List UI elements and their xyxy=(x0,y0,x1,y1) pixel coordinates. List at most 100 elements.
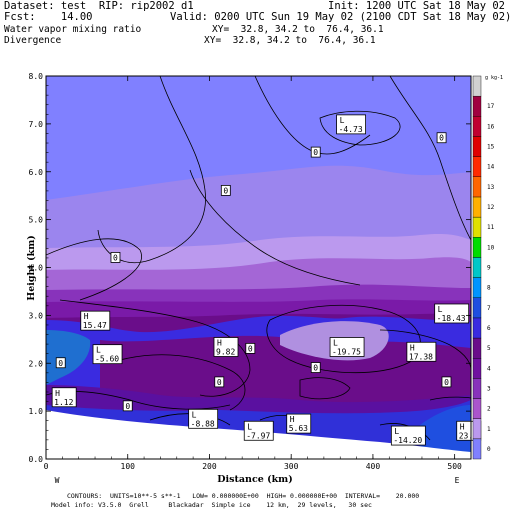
y-tick-label: 3.0 xyxy=(29,311,44,320)
contour-label-box xyxy=(214,376,225,388)
fcst-line: Fcst: 14.00 xyxy=(4,11,93,23)
colorbar-swatch xyxy=(472,378,482,399)
field1-xy: XY= 32.8, 34.2 to 76.4, 36.1 xyxy=(212,24,384,35)
extremum-value: -8.88 xyxy=(191,419,215,428)
contour-label: 0 xyxy=(113,253,118,262)
footer-contours: CONTOURS: UNITS=10**-5 s**-1 LOW= 0.0000… xyxy=(67,492,420,500)
y-tick-label: 6.0 xyxy=(29,168,44,177)
colorbar-label: 15 xyxy=(487,144,495,151)
mixing-ratio-fill xyxy=(46,76,471,459)
extremum-value: 23.0 xyxy=(459,431,478,440)
extremum-value: -14.20 xyxy=(393,436,422,445)
axes-layer: 0 100 200 300 400 500 0.0 1.0 2.0 3.0 4.0 5.0 6.0 7.0… xyxy=(29,72,472,471)
colorbar-swatch xyxy=(472,136,482,157)
contour-label-layer: 0 0 0 0 0 0 0 0 0 0 xyxy=(55,132,452,412)
contour-label-box xyxy=(220,184,231,196)
footer-model-info: Model info: V3.5.0 Grell Blackadar Simpl… xyxy=(51,501,372,509)
extremum-box xyxy=(390,425,426,446)
colorbar-label: 13 xyxy=(487,184,495,191)
colorbar-label: 8 xyxy=(487,285,491,292)
extremum-box xyxy=(51,387,77,408)
extremum-type: L xyxy=(247,422,252,431)
extremum-value: -5.60 xyxy=(95,355,119,364)
contour-label-box xyxy=(110,252,121,263)
extremum-box xyxy=(406,341,437,362)
extremum-type: H xyxy=(55,389,60,398)
colorbar-label: 7 xyxy=(487,305,491,312)
colorbar-label: 9 xyxy=(487,265,491,272)
x-tick-label: 300 xyxy=(284,462,299,471)
contour-label-box xyxy=(310,362,321,373)
x-tick-label: 400 xyxy=(366,462,381,471)
colorbar-label: 3 xyxy=(487,385,491,392)
colorbar-label: 2 xyxy=(487,406,491,413)
extremum-type: H xyxy=(217,338,222,347)
x-axis-east-label: E xyxy=(455,476,460,485)
extremum-box xyxy=(80,310,111,331)
y-tick-label: 7.0 xyxy=(29,120,44,129)
extremum-type: L xyxy=(340,116,345,125)
field2-xy: XY= 32.8, 34.2 to 76.4, 36.1 xyxy=(204,35,376,46)
y-tick-label: 4.0 xyxy=(29,264,44,273)
extremum-type: L xyxy=(333,338,338,347)
contour-label: 0 xyxy=(223,186,228,195)
x-tick-label: 0 xyxy=(44,462,49,471)
extremum-box xyxy=(213,337,239,357)
y-tick-label: 8.0 xyxy=(29,72,44,81)
contour-label-box xyxy=(122,400,133,412)
colorbar-swatch xyxy=(472,116,482,137)
colorbar-label: 5 xyxy=(487,345,491,352)
colorbar-swatch xyxy=(472,216,482,238)
extremum-type: H xyxy=(410,343,415,352)
colorbar-swatch xyxy=(472,297,482,319)
x-tick-label: 200 xyxy=(202,462,217,471)
extremum-type: H xyxy=(290,415,295,424)
colorbar-swatch xyxy=(472,95,482,117)
x-axis-west-label: W xyxy=(55,476,60,485)
colorbar-swatch xyxy=(472,317,482,339)
colorbar-label: 1 xyxy=(487,426,491,433)
contour-label: 0 xyxy=(313,364,318,373)
colorbar-label: 17 xyxy=(487,103,495,110)
contour-label: 0 xyxy=(444,378,449,387)
extremum-box xyxy=(243,420,274,441)
extremum-type: L xyxy=(192,410,197,419)
contour-label-box xyxy=(441,376,452,388)
contour-label-box xyxy=(245,342,256,354)
extremum-box xyxy=(329,337,365,357)
extremum-value: -18.43 xyxy=(437,314,466,323)
y-tick-label: 5.0 xyxy=(29,216,44,225)
x-tick-label: 500 xyxy=(447,462,462,471)
colorbar-swatch xyxy=(472,75,482,97)
colorbar-label: 16 xyxy=(487,123,495,130)
extremum-box xyxy=(286,413,312,434)
colorbar-swatch xyxy=(472,418,482,440)
contour-label: 0 xyxy=(125,402,130,411)
colorbar-swatch xyxy=(472,398,482,419)
extremum-box xyxy=(336,114,366,135)
x-axis-label: Distance (km) xyxy=(217,474,292,485)
init-line: Init: 1200 UTC Sat 18 May 02 xyxy=(328,0,506,12)
extremum-type: H xyxy=(460,422,465,431)
colorbar-swatch xyxy=(472,337,482,359)
field2-label: Divergence xyxy=(4,35,62,46)
contour-label: 0 xyxy=(58,359,63,368)
valid-line: Valid: 0200 UTC Sun 19 May 02 (2100 CDT … xyxy=(170,11,512,23)
colorbar-swatch xyxy=(472,438,482,460)
colorbar-swatch xyxy=(472,196,482,218)
colorbar-swatch xyxy=(472,358,482,379)
colorbar-swatch xyxy=(472,176,482,198)
colorbar-label: 6 xyxy=(487,325,491,332)
extremum-type: L xyxy=(96,346,101,355)
extremum-value: 15.47 xyxy=(83,321,107,330)
extremum-value: -7.97 xyxy=(246,431,270,440)
colorbar-swatch xyxy=(472,156,482,177)
colorbar-swatch xyxy=(472,237,482,258)
y-tick-label: 0.0 xyxy=(29,455,44,464)
y-tick-label: 1.0 xyxy=(29,407,44,416)
extremum-box xyxy=(92,344,123,365)
extremum-value: 17.38 xyxy=(409,352,433,361)
contour-label-box xyxy=(55,357,66,369)
